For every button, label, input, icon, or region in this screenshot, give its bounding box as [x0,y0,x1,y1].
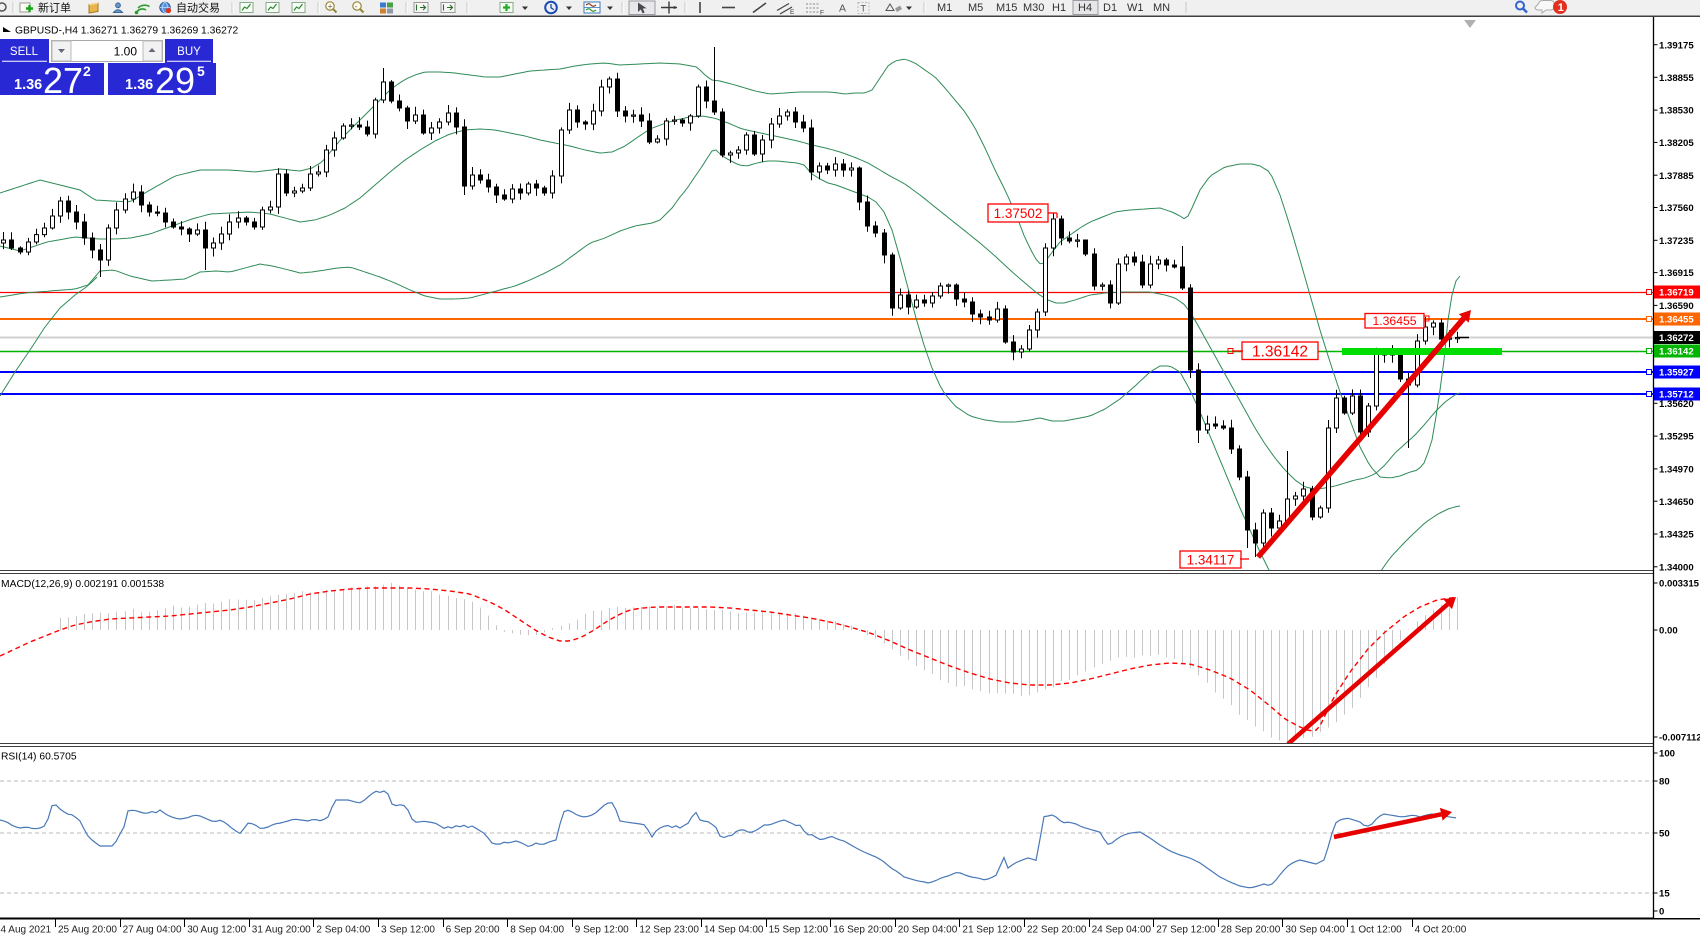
svg-text:-0.007112: -0.007112 [1659,733,1700,744]
svg-text:2 Sep 04:00: 2 Sep 04:00 [316,925,370,936]
svg-text:1.36: 1.36 [125,77,153,93]
svg-text:自动交易: 自动交易 [176,1,220,15]
svg-text:1.36272: 1.36272 [1659,333,1694,344]
svg-text:1.36: 1.36 [14,77,42,93]
svg-text:15: 15 [1659,889,1670,900]
svg-text:T: T [861,4,867,14]
svg-text:1: 1 [1558,2,1564,14]
svg-text:1.36915: 1.36915 [1659,268,1694,279]
svg-text:1.34325: 1.34325 [1659,530,1694,541]
svg-text:F: F [820,10,824,17]
svg-text:1.36719: 1.36719 [1659,288,1694,299]
svg-text:27: 27 [43,60,83,101]
svg-text:100: 100 [1659,749,1675,760]
svg-text:1.34970: 1.34970 [1659,465,1694,476]
svg-text:1.35712: 1.35712 [1659,390,1694,401]
svg-text:6 Sep 20:00: 6 Sep 20:00 [446,925,500,936]
svg-text:3 Sep 12:00: 3 Sep 12:00 [381,925,435,936]
svg-text:30 Aug 12:00: 30 Aug 12:00 [187,925,246,936]
svg-text:M15: M15 [996,2,1017,14]
svg-text:D1: D1 [1103,2,1117,14]
svg-text:1.36455: 1.36455 [1372,314,1416,328]
svg-text:1 Oct 12:00: 1 Oct 12:00 [1350,925,1402,936]
svg-text:新订单: 新订单 [38,1,71,15]
svg-text:1.38855: 1.38855 [1659,73,1694,84]
svg-text:27 Aug 04:00: 27 Aug 04:00 [123,925,182,936]
svg-text:1.39175: 1.39175 [1659,40,1694,51]
svg-text:30 Sep 04:00: 30 Sep 04:00 [1285,925,1345,936]
svg-text:E: E [790,9,795,16]
svg-text:27 Sep 12:00: 27 Sep 12:00 [1156,925,1216,936]
svg-text:1.38530: 1.38530 [1659,106,1694,117]
svg-text:1.36590: 1.36590 [1659,301,1694,312]
svg-text:MACD(12,26,9) 0.002191 0.00153: MACD(12,26,9) 0.002191 0.001538 [1,579,164,590]
svg-text:1.37502: 1.37502 [994,206,1043,221]
svg-text:0.00: 0.00 [1659,626,1678,637]
svg-text:5: 5 [197,63,205,79]
svg-text:W1: W1 [1127,2,1144,14]
svg-text:14 Sep 04:00: 14 Sep 04:00 [704,925,764,936]
svg-text:1.36142: 1.36142 [1659,347,1694,358]
svg-text:20 Sep 04:00: 20 Sep 04:00 [898,925,958,936]
svg-text:12 Sep 23:00: 12 Sep 23:00 [639,925,699,936]
svg-text:1.00: 1.00 [114,45,138,59]
svg-text:1.35927: 1.35927 [1659,368,1694,379]
svg-text:0.003315: 0.003315 [1659,579,1700,590]
svg-text:4 Oct 20:00: 4 Oct 20:00 [1415,925,1467,936]
svg-text:1.37235: 1.37235 [1659,236,1694,247]
svg-text:15 Sep 12:00: 15 Sep 12:00 [769,925,829,936]
svg-text:1.35620: 1.35620 [1659,399,1694,410]
svg-text:1.36142: 1.36142 [1252,343,1308,360]
svg-text:1.34117: 1.34117 [1187,552,1235,567]
svg-text:1.38205: 1.38205 [1659,138,1694,149]
svg-text:50: 50 [1659,829,1670,840]
svg-text:A: A [839,3,846,15]
svg-text:MN: MN [1153,2,1170,14]
svg-text:-: - [355,2,358,11]
svg-text:24 Sep 04:00: 24 Sep 04:00 [1092,925,1152,936]
svg-text:+: + [328,2,333,11]
svg-text:31 Aug 20:00: 31 Aug 20:00 [252,925,311,936]
svg-text:1.34000: 1.34000 [1659,562,1694,573]
svg-text:21 Sep 12:00: 21 Sep 12:00 [962,925,1022,936]
svg-text:M1: M1 [937,2,952,14]
svg-text:1.35295: 1.35295 [1659,432,1694,443]
svg-text:H1: H1 [1052,2,1066,14]
svg-text:1.37560: 1.37560 [1659,203,1694,214]
svg-text:22 Sep 20:00: 22 Sep 20:00 [1027,925,1087,936]
svg-text:8 Sep 04:00: 8 Sep 04:00 [510,925,564,936]
svg-text:2: 2 [83,63,91,79]
svg-text:1.36455: 1.36455 [1659,315,1694,326]
svg-text:H4: H4 [1078,2,1092,14]
svg-text:0: 0 [1659,907,1664,918]
svg-text:29: 29 [155,60,195,101]
svg-text:GBPUSD-,H4 1.36271 1.36279 1.: GBPUSD-,H4 1.36271 1.36279 1.36269 1.362… [15,26,239,37]
svg-text:SELL: SELL [10,46,39,58]
svg-text:28 Sep 20:00: 28 Sep 20:00 [1221,925,1281,936]
svg-text:1.34650: 1.34650 [1659,497,1694,508]
svg-text:80: 80 [1659,777,1670,788]
svg-text:M5: M5 [968,2,983,14]
svg-text:25 Aug 20:00: 25 Aug 20:00 [58,925,117,936]
svg-text:BUY: BUY [177,46,201,58]
svg-text:M30: M30 [1023,2,1044,14]
svg-text:RSI(14) 60.5705: RSI(14) 60.5705 [1,752,77,763]
svg-text:9 Sep 12:00: 9 Sep 12:00 [575,925,629,936]
svg-text:16 Sep 20:00: 16 Sep 20:00 [833,925,893,936]
svg-text:4 Aug 2021: 4 Aug 2021 [1,925,52,936]
svg-text:1.37885: 1.37885 [1659,171,1694,182]
